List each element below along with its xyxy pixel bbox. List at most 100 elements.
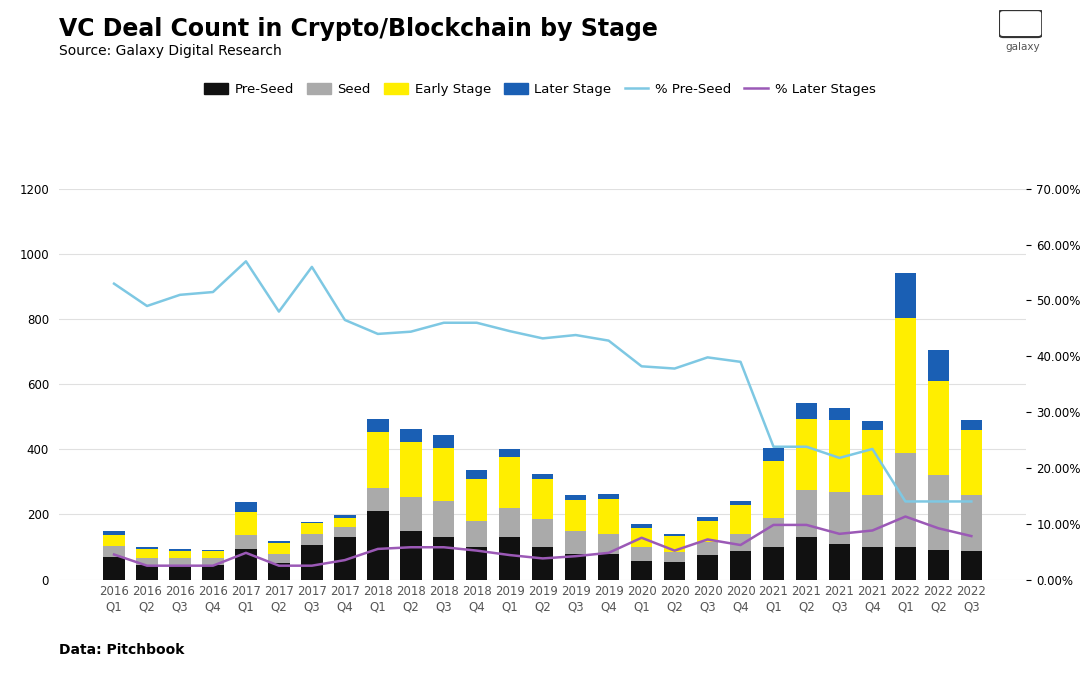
Bar	[565, 499, 586, 531]
Bar	[136, 547, 158, 549]
Bar	[631, 547, 652, 561]
Bar	[565, 531, 586, 554]
Bar	[499, 537, 521, 580]
Bar	[136, 558, 158, 565]
Bar	[170, 558, 191, 566]
Bar	[235, 502, 257, 512]
Bar	[268, 543, 289, 553]
Bar	[960, 551, 982, 580]
Bar	[960, 430, 982, 495]
Bar	[796, 419, 818, 490]
Bar	[532, 520, 553, 547]
Bar	[862, 495, 883, 547]
Bar	[367, 419, 389, 432]
Legend: Pre-Seed, Seed, Early Stage, Later Stage, % Pre-Seed, % Later Stages: Pre-Seed, Seed, Early Stage, Later Stage…	[199, 78, 881, 101]
Bar	[762, 462, 784, 518]
Bar	[796, 490, 818, 537]
Bar	[796, 537, 818, 580]
Bar	[532, 547, 553, 580]
Bar	[828, 545, 850, 580]
Bar	[499, 450, 521, 456]
Bar	[762, 448, 784, 462]
Bar	[894, 318, 916, 453]
Bar	[697, 517, 718, 521]
Bar	[796, 403, 818, 419]
Bar	[268, 541, 289, 543]
Bar	[862, 421, 883, 431]
Bar	[433, 435, 455, 448]
Bar	[202, 559, 224, 565]
Bar	[664, 534, 686, 537]
Bar	[170, 566, 191, 580]
Bar	[828, 408, 850, 420]
Bar	[928, 350, 949, 381]
Bar	[631, 528, 652, 547]
Bar	[631, 561, 652, 580]
Bar	[170, 551, 191, 558]
Bar	[136, 549, 158, 558]
Bar	[400, 497, 421, 531]
Bar	[467, 479, 487, 521]
Bar	[730, 506, 752, 534]
Bar	[202, 551, 224, 559]
Bar	[400, 531, 421, 580]
Bar	[894, 274, 916, 318]
Bar	[104, 534, 125, 547]
Bar	[762, 518, 784, 547]
Bar	[928, 550, 949, 580]
Bar	[894, 547, 916, 580]
Bar	[400, 429, 421, 442]
Text: VC Deal Count in Crypto/Blockchain by Stage: VC Deal Count in Crypto/Blockchain by St…	[59, 17, 659, 41]
Bar	[202, 550, 224, 551]
Bar	[565, 495, 586, 499]
Bar	[664, 561, 686, 580]
Bar	[235, 549, 257, 580]
Bar	[202, 565, 224, 580]
Bar	[268, 563, 289, 580]
Bar	[367, 511, 389, 580]
Bar	[499, 508, 521, 537]
Bar	[598, 494, 619, 499]
Bar	[697, 541, 718, 555]
Bar	[301, 523, 323, 534]
Bar	[598, 553, 619, 580]
Bar	[268, 553, 289, 563]
Text: galaxy: galaxy	[1005, 42, 1040, 52]
Bar	[334, 537, 355, 580]
Bar	[565, 554, 586, 580]
Bar	[928, 475, 949, 550]
Bar	[828, 492, 850, 545]
Bar	[433, 448, 455, 501]
Bar	[697, 521, 718, 541]
Bar	[631, 524, 652, 528]
Bar	[697, 555, 718, 580]
Bar	[664, 552, 686, 561]
Bar	[400, 442, 421, 497]
Bar	[598, 534, 619, 553]
Bar	[235, 512, 257, 535]
Bar	[367, 488, 389, 511]
Bar	[301, 534, 323, 545]
Bar	[301, 522, 323, 523]
Bar	[532, 479, 553, 520]
Bar	[136, 565, 158, 580]
Bar	[367, 432, 389, 488]
Bar	[960, 495, 982, 551]
Bar	[104, 557, 125, 580]
Bar	[433, 501, 455, 537]
Bar	[235, 535, 257, 549]
Bar	[334, 515, 355, 518]
Bar	[928, 381, 949, 475]
Bar	[467, 547, 487, 580]
Bar	[598, 499, 619, 534]
Bar	[499, 456, 521, 508]
Bar	[828, 420, 850, 492]
Bar	[730, 534, 752, 551]
Bar	[862, 547, 883, 580]
Bar	[762, 547, 784, 580]
Bar	[730, 501, 752, 506]
Bar	[664, 537, 686, 552]
Text: Source: Galaxy Digital Research: Source: Galaxy Digital Research	[59, 44, 282, 58]
Bar	[960, 420, 982, 430]
Bar	[301, 545, 323, 580]
